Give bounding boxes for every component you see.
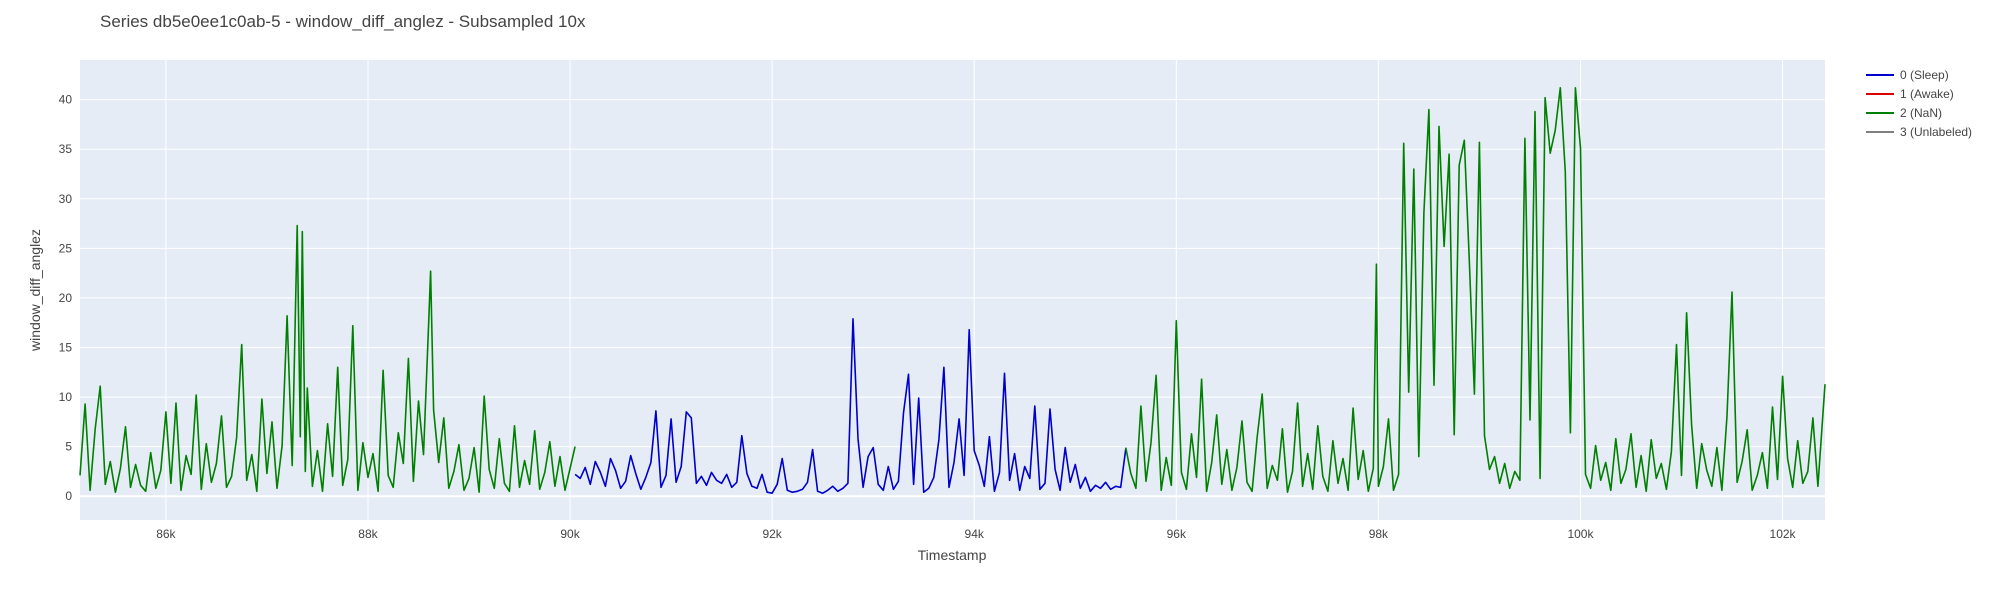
y-axis-title: window_diff_anglez [27, 229, 43, 352]
series-line-nan-0 [79, 224, 576, 494]
y-tick-label: 25 [59, 241, 73, 255]
legend-item[interactable]: 1 (Awake) [1866, 87, 1954, 101]
legend-label: 1 (Awake) [1900, 87, 1954, 101]
y-tick-label: 20 [59, 291, 73, 305]
legend-label: 2 (NaN) [1900, 106, 1942, 120]
x-tick-label: 90k [560, 527, 580, 541]
x-axis-title: Timestamp [918, 547, 987, 563]
legend-item[interactable]: 0 (Sleep) [1866, 68, 1949, 82]
legend-label: 0 (Sleep) [1900, 68, 1949, 82]
x-tick-label: 100k [1567, 527, 1594, 541]
y-tick-label: 40 [59, 93, 73, 107]
grid-lines [80, 60, 1825, 520]
x-tick-label: 102k [1770, 527, 1797, 541]
x-tick-label: 98k [1369, 527, 1389, 541]
y-tick-label: 35 [59, 142, 73, 156]
y-axis-ticks: 0 5 10 15 20 25 30 35 40 [59, 93, 73, 504]
series-line-nan-2 [1125, 87, 1826, 494]
series-line-sleep-1 [574, 317, 1127, 495]
x-tick-label: 92k [762, 527, 782, 541]
x-tick-label: 86k [156, 527, 176, 541]
legend-item[interactable]: 2 (NaN) [1866, 106, 1942, 120]
y-tick-label: 15 [59, 341, 73, 355]
series-layer [79, 87, 1826, 495]
y-tick-label: 0 [65, 489, 72, 503]
y-tick-label: 30 [59, 192, 73, 206]
legend-item[interactable]: 3 (Unlabeled) [1866, 125, 1972, 139]
x-tick-label: 96k [1167, 527, 1187, 541]
legend[interactable]: 0 (Sleep) 1 (Awake) 2 (NaN) 3 (Unlabeled) [1866, 68, 1972, 139]
y-tick-label: 5 [65, 440, 72, 454]
legend-label: 3 (Unlabeled) [1900, 125, 1972, 139]
y-tick-label: 10 [59, 390, 73, 404]
x-tick-label: 94k [965, 527, 985, 541]
chart-title: Series db5e0ee1c0ab-5 - window_diff_angl… [100, 12, 586, 31]
x-axis-ticks: 86k 88k 90k 92k 94k 96k 98k 100k 102k [156, 527, 1796, 541]
x-tick-label: 88k [358, 527, 378, 541]
